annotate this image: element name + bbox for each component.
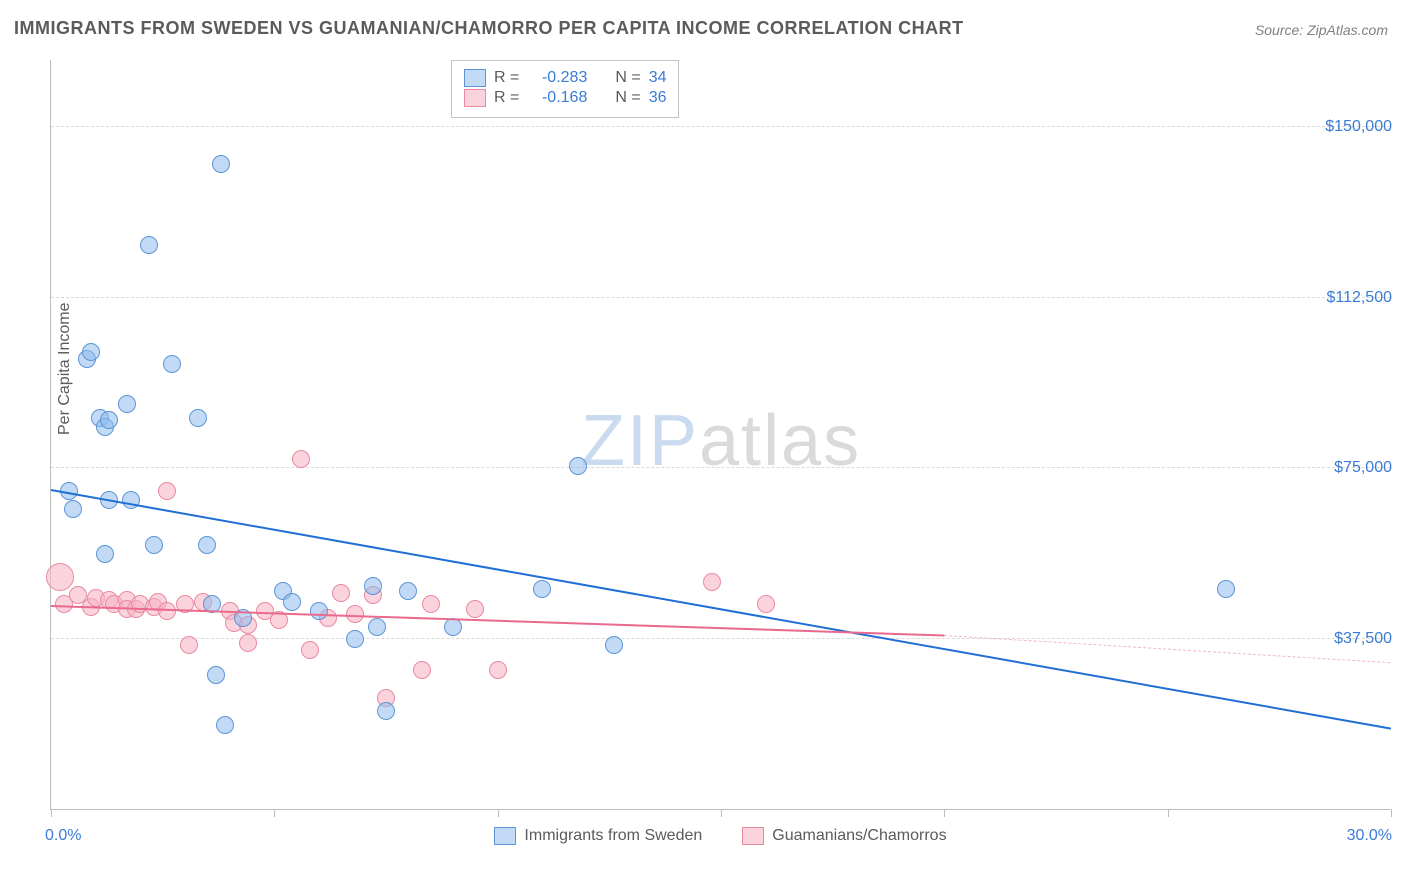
data-point-guam xyxy=(346,605,364,623)
data-point-guam xyxy=(703,573,721,591)
x-axis-max-label: 30.0% xyxy=(1347,827,1392,845)
y-axis-label: Per Capita Income xyxy=(56,302,74,435)
y-tick-label: $112,500 xyxy=(1326,289,1392,307)
x-tick xyxy=(1391,809,1392,817)
data-point-sweden xyxy=(377,702,395,720)
data-point-sweden xyxy=(216,716,234,734)
stat-n-label: N = xyxy=(615,89,640,107)
y-tick-label: $150,000 xyxy=(1325,118,1392,136)
legend-swatch-pink xyxy=(742,827,764,845)
legend-label-sweden: Immigrants from Sweden xyxy=(524,827,702,845)
data-point-sweden xyxy=(444,618,462,636)
data-point-sweden xyxy=(364,577,382,595)
legend-swatch-blue xyxy=(494,827,516,845)
data-point-sweden xyxy=(533,580,551,598)
x-tick xyxy=(51,809,52,817)
plot-area: Per Capita Income ZIPatlas R = -0.283 N = 3… xyxy=(50,60,1390,810)
y-tick-label: $37,500 xyxy=(1334,630,1392,648)
bottom-legend: Immigrants from Sweden Guamanians/Chamor… xyxy=(51,827,1390,845)
data-point-guam xyxy=(301,641,319,659)
data-point-sweden xyxy=(283,593,301,611)
data-point-sweden xyxy=(399,582,417,600)
data-point-guam xyxy=(332,584,350,602)
data-point-sweden xyxy=(82,343,100,361)
stat-r-label: R = xyxy=(494,89,519,107)
data-point-sweden xyxy=(212,155,230,173)
stats-legend-box: R = -0.283 N = 34 R = -0.168 N = 36 xyxy=(451,60,679,118)
data-point-sweden xyxy=(346,630,364,648)
data-point-sweden xyxy=(118,395,136,413)
data-point-sweden xyxy=(189,409,207,427)
data-point-guam xyxy=(466,600,484,618)
data-point-guam xyxy=(158,602,176,620)
stat-row: R = -0.283 N = 34 xyxy=(464,69,666,87)
data-point-sweden xyxy=(368,618,386,636)
data-point-guam xyxy=(413,661,431,679)
data-point-sweden xyxy=(64,500,82,518)
data-point-sweden xyxy=(207,666,225,684)
data-point-sweden xyxy=(96,545,114,563)
stat-r-value: -0.283 xyxy=(527,69,587,87)
x-axis-min-label: 0.0% xyxy=(45,827,81,845)
stat-n-value: 36 xyxy=(649,89,667,107)
data-point-sweden xyxy=(140,236,158,254)
stat-r-label: R = xyxy=(494,69,519,87)
stat-row: R = -0.168 N = 36 xyxy=(464,89,666,107)
y-tick-label: $75,000 xyxy=(1334,459,1392,477)
trend-line xyxy=(51,605,944,637)
data-point-guam xyxy=(422,595,440,613)
legend-label-guam: Guamanians/Chamorros xyxy=(772,827,946,845)
source-label: Source: ZipAtlas.com xyxy=(1255,22,1388,38)
trend-line xyxy=(51,489,1391,730)
data-point-guam xyxy=(489,661,507,679)
stat-r-value: -0.168 xyxy=(527,89,587,107)
data-point-guam xyxy=(292,450,310,468)
data-point-sweden xyxy=(100,411,118,429)
stat-n-label: N = xyxy=(615,69,640,87)
legend-item-sweden: Immigrants from Sweden xyxy=(494,827,702,845)
stat-n-value: 34 xyxy=(649,69,667,87)
x-tick xyxy=(944,809,945,817)
data-point-sweden xyxy=(310,602,328,620)
x-tick xyxy=(721,809,722,817)
legend-item-guam: Guamanians/Chamorros xyxy=(742,827,946,845)
gridline xyxy=(51,126,1390,127)
chart-container: IMMIGRANTS FROM SWEDEN VS GUAMANIAN/CHAM… xyxy=(0,0,1406,892)
data-point-guam xyxy=(757,595,775,613)
x-tick xyxy=(498,809,499,817)
watermark-zip: ZIP xyxy=(581,401,699,481)
data-point-sweden xyxy=(145,536,163,554)
stat-swatch xyxy=(464,69,486,87)
x-tick xyxy=(1168,809,1169,817)
data-point-sweden xyxy=(605,636,623,654)
data-point-sweden xyxy=(198,536,216,554)
data-point-guam xyxy=(239,634,257,652)
watermark-atlas: atlas xyxy=(699,401,861,481)
stat-swatch xyxy=(464,89,486,107)
data-point-guam xyxy=(46,563,74,591)
gridline xyxy=(51,297,1390,298)
data-point-guam xyxy=(158,482,176,500)
gridline xyxy=(51,467,1390,468)
chart-title: IMMIGRANTS FROM SWEDEN VS GUAMANIAN/CHAM… xyxy=(14,18,964,39)
data-point-sweden xyxy=(569,457,587,475)
data-point-sweden xyxy=(163,355,181,373)
watermark: ZIPatlas xyxy=(581,400,861,482)
data-point-sweden xyxy=(1217,580,1235,598)
x-tick xyxy=(274,809,275,817)
data-point-guam xyxy=(180,636,198,654)
